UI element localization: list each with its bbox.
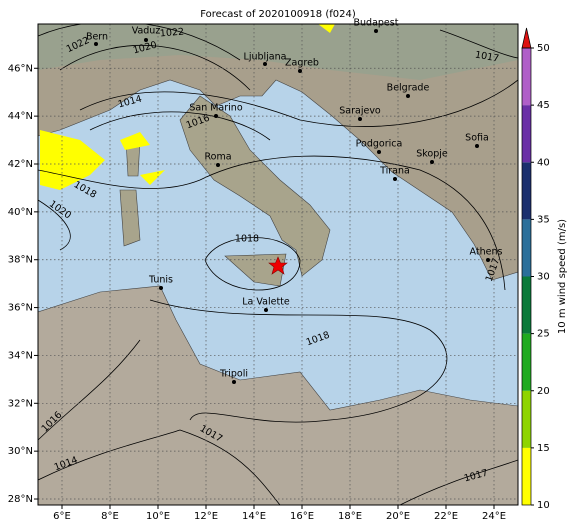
city-dot	[475, 144, 479, 148]
city-label: La Valette	[242, 297, 290, 308]
star-marker	[268, 256, 288, 275]
lon-tick-label: 24°E	[482, 511, 506, 522]
lat-tick-label: 46°N	[8, 63, 33, 74]
lat-tick-label: 38°N	[8, 255, 33, 266]
city-dot	[374, 29, 378, 33]
lon-tick-label: 20°E	[386, 511, 410, 522]
lon-tick-label: 16°E	[290, 511, 314, 522]
colorbar-band	[522, 390, 531, 448]
colorbar-tick-label: 40	[537, 157, 550, 168]
lat-tick-label: 28°N	[8, 494, 33, 505]
city-dot	[358, 117, 362, 121]
city-dot	[94, 42, 98, 46]
city-dot	[406, 94, 410, 98]
colorbar-band	[522, 276, 531, 334]
city-label: Sofia	[465, 133, 489, 144]
city-dot	[393, 177, 397, 181]
city-label: Sarajevo	[339, 106, 381, 117]
lon-tick-label: 14°E	[242, 511, 266, 522]
colorbar-tick-label: 25	[537, 329, 550, 340]
city-dot	[263, 62, 267, 66]
colorbar-band	[522, 48, 531, 106]
city-label: Ljubljana	[244, 52, 287, 63]
city-dot	[377, 150, 381, 154]
city-label: Athens	[470, 247, 503, 258]
colorbar-tick-label: 30	[537, 272, 550, 283]
lon-tick-label: 6°E	[53, 511, 71, 522]
colorbar-tick-label: 45	[537, 100, 550, 111]
lon-tick-label: 18°E	[338, 511, 362, 522]
city-dot	[264, 308, 268, 312]
map-title: Forecast of 2020100918 (f024)	[200, 9, 356, 20]
city-label: Tunis	[148, 275, 173, 286]
colorbar-band	[522, 447, 531, 505]
colorbar-tick-label: 50	[537, 43, 550, 54]
city-label: Skopje	[416, 149, 448, 160]
city-label: Roma	[204, 152, 231, 163]
lat-tick-label: 32°N	[8, 398, 33, 409]
colorbar-band	[522, 105, 531, 163]
lat-tick-label: 36°N	[8, 303, 33, 314]
colorbar-tick-label: 15	[537, 443, 550, 454]
city-dot	[232, 380, 236, 384]
city-label: San Marino	[189, 103, 242, 114]
city-label: Tirana	[379, 166, 410, 177]
city-dot	[216, 163, 220, 167]
lat-tick-label: 44°N	[8, 111, 33, 122]
city-label: Tripoli	[219, 369, 248, 380]
city-dot	[144, 38, 148, 42]
lat-tick-label: 42°N	[8, 159, 33, 170]
city-dot	[430, 160, 434, 164]
lat-tick-label: 34°N	[8, 350, 33, 361]
colorbar-extend	[521, 27, 532, 49]
city-dot	[486, 258, 490, 262]
isobar-label: 1018	[235, 234, 259, 245]
lat-tick-label: 30°N	[8, 446, 33, 457]
city-label: Bern	[86, 32, 108, 43]
isobar-label: 1022	[159, 26, 184, 39]
city-dot	[298, 69, 302, 73]
city-dot	[159, 286, 163, 290]
lon-tick-label: 12°E	[194, 511, 218, 522]
graticule: 6°E 8°E 10°E 12°E 14°E 16°E 18°E 20°E 22°E 24°E 28…	[8, 24, 518, 522]
city-label: Podgorica	[356, 139, 403, 150]
colorbar-tick-label: 10	[537, 500, 550, 511]
colorbar: 10 15 20 25 30 35 40 45 50 10 m wind speed (m/s)	[521, 27, 568, 511]
colorbar-tick-label: 35	[537, 214, 550, 225]
city-label: Belgrade	[387, 83, 430, 94]
colorbar-band	[522, 333, 531, 391]
city-dot	[214, 114, 218, 118]
city-label: Zagreb	[285, 58, 319, 69]
lon-tick-label: 22°E	[434, 511, 458, 522]
city-label: Budapest	[354, 18, 399, 29]
colorbar-band	[522, 219, 531, 277]
isobar-label: 1017	[474, 49, 500, 64]
lat-tick-label: 40°N	[8, 207, 33, 218]
map-frame	[37, 23, 519, 506]
colorbar-band	[522, 162, 531, 220]
city-label: Vaduz	[132, 26, 161, 37]
lon-tick-label: 8°E	[101, 511, 119, 522]
lon-tick-label: 10°E	[146, 511, 170, 522]
colorbar-label: 10 m wind speed (m/s)	[557, 219, 568, 334]
colorbar-tick-label: 20	[537, 386, 550, 397]
